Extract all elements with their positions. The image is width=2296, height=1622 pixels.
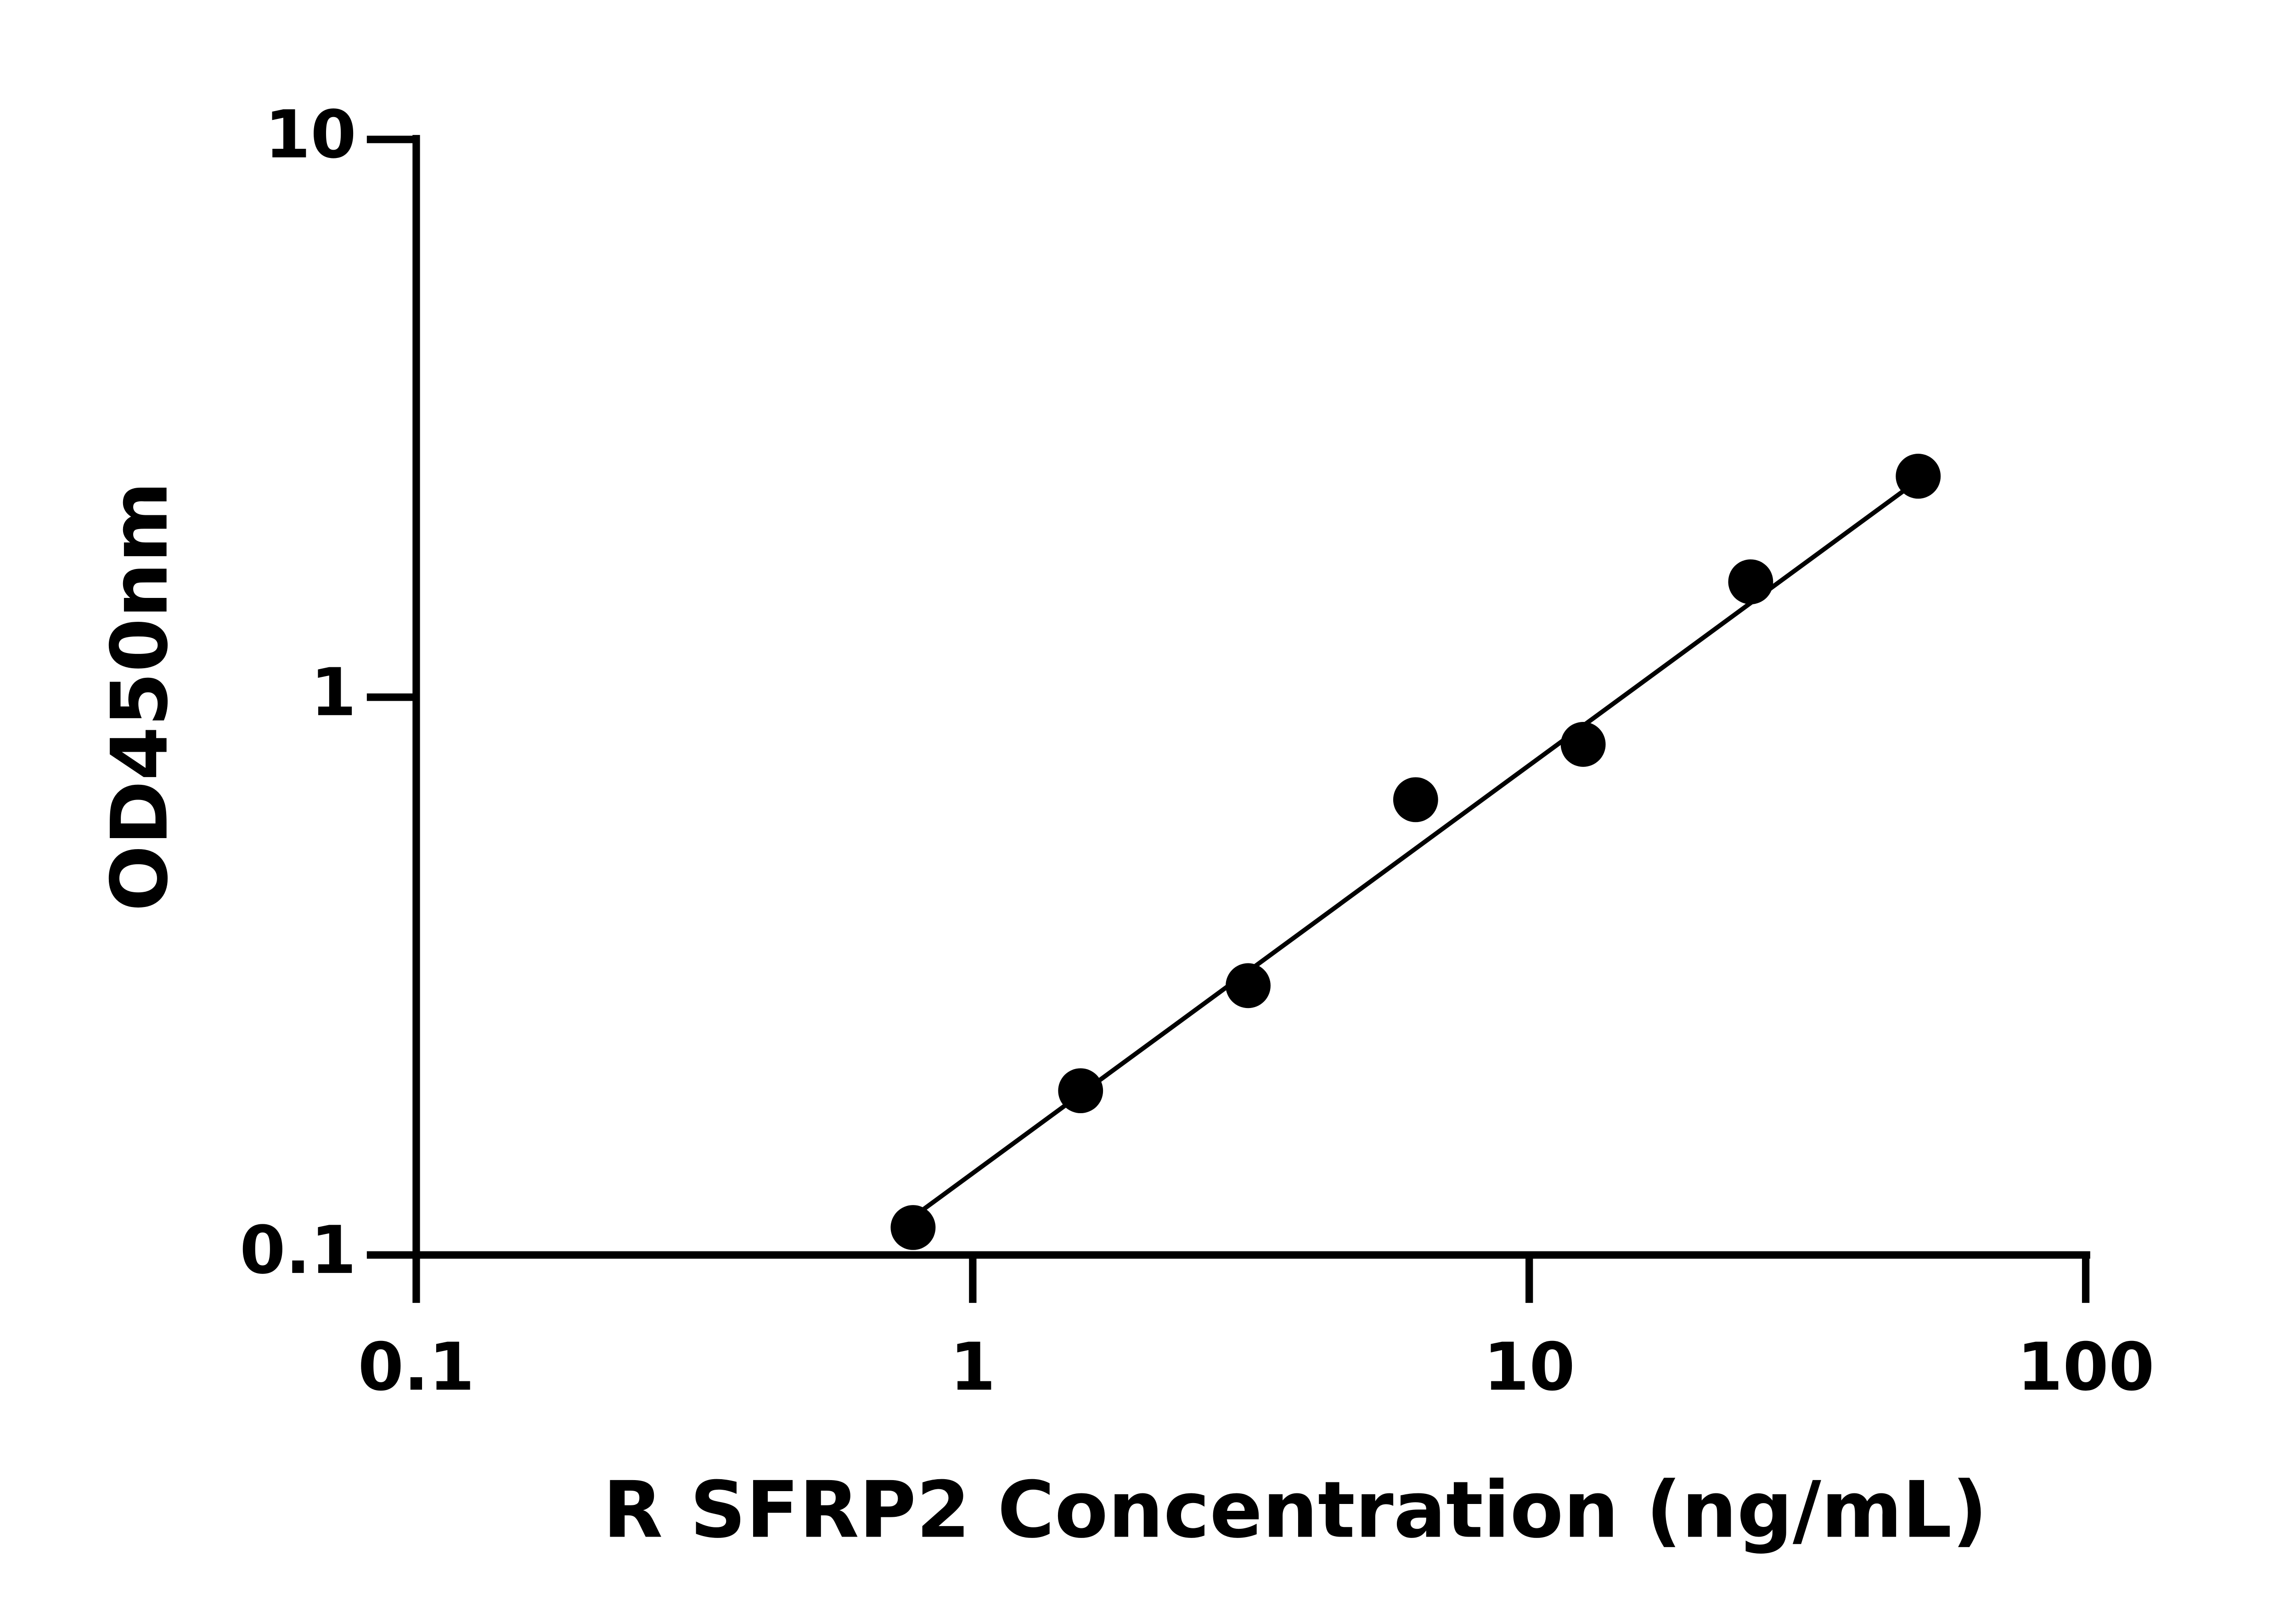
data-point	[1393, 777, 1438, 822]
x-axis-label: R SFRP2 Concentration (ng/mL)	[603, 1465, 1987, 1555]
data-point	[1058, 1068, 1103, 1114]
data-point	[1226, 963, 1271, 1008]
x-tick-label: 100	[2017, 1329, 2154, 1405]
x-tick-label: 0.1	[358, 1329, 474, 1405]
x-tick-label: 10	[1483, 1329, 1575, 1405]
y-tick-label: 10	[264, 96, 356, 173]
y-tick-label: 0.1	[240, 1212, 356, 1289]
y-axis-label: OD450nm	[95, 481, 185, 911]
data-point	[1896, 454, 1941, 499]
data-point	[1728, 559, 1773, 604]
y-tick-label: 1	[310, 654, 356, 731]
data-point	[890, 1205, 936, 1250]
x-tick-label: 1	[950, 1329, 996, 1405]
data-point	[1560, 722, 1606, 767]
